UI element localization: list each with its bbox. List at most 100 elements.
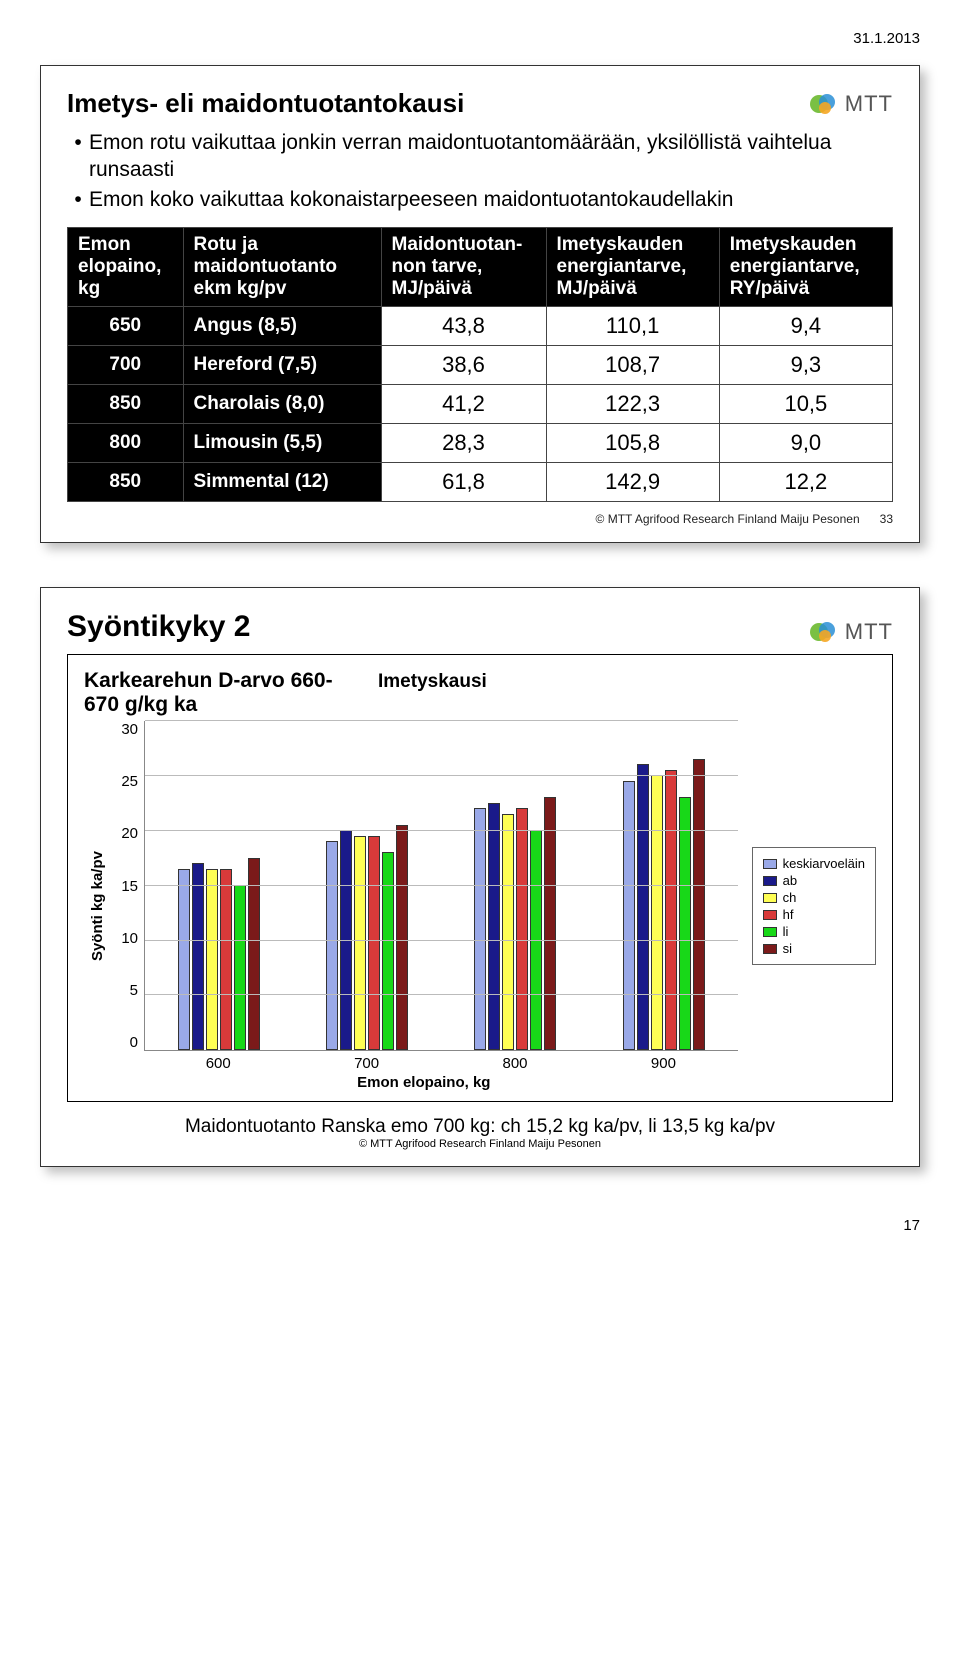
legend-swatch [763,910,777,920]
chart-grid [144,721,738,1051]
bar [396,825,408,1051]
x-tick: 900 [651,1055,676,1072]
bar [516,808,528,1050]
legend-item: keskiarvoeläin [763,856,865,871]
x-tick: 600 [206,1055,231,1072]
row-rotu: Limousin (5,5) [183,423,381,462]
row-val: 108,7 [546,345,719,384]
bar [206,869,218,1051]
row-val: 9,0 [719,423,892,462]
card2-small-copy: © MTT Agrifood Research Finland Maiju Pe… [67,1138,893,1150]
date-header: 31.1.2013 [40,30,920,47]
legend-item: hf [763,907,865,922]
gridline [145,885,738,886]
gridline [145,775,738,776]
row-val: 110,1 [546,306,719,345]
legend-swatch [763,876,777,886]
x-tick: 700 [354,1055,379,1072]
card-imetys: Imetys- eli maidontuotantokausi MTT •Emo… [40,65,920,543]
col-header: Rotu ja maidontuotanto ekm kg/pv [183,227,381,306]
row-val: 9,4 [719,306,892,345]
card1-bullets: •Emon rotu vaikuttaa jonkin verran maido… [67,129,893,213]
row-val: 142,9 [546,462,719,501]
imetys-table: Emon elopaino, kg Rotu ja maidontuotanto… [67,227,893,502]
card1-footer: © MTT Agrifood Research Finland Maiju Pe… [596,512,860,526]
row-val: 12,2 [719,462,892,501]
row-val: 122,3 [546,384,719,423]
bar-group [474,797,556,1050]
row-weight: 650 [68,306,184,345]
y-tick: 20 [110,825,138,842]
bar [248,858,260,1051]
chart-left-title: Karkearehun D-arvo 660-670 g/kg ka [84,669,344,717]
card1-title: Imetys- eli maidontuotantokausi [67,88,464,119]
legend-label: hf [783,907,794,922]
bar [488,803,500,1051]
y-tick: 0 [110,1034,138,1051]
bullet-text: Emon rotu vaikuttaa jonkin verran maidon… [89,129,893,184]
row-rotu: Angus (8,5) [183,306,381,345]
row-rotu: Simmental (12) [183,462,381,501]
legend-label: si [783,941,792,956]
card2-note: Maidontuotanto Ranska emo 700 kg: ch 15,… [67,1116,893,1138]
x-tick: 800 [503,1055,528,1072]
chart-legend: keskiarvoeläin ab ch hf li si [752,847,876,965]
bar-group [623,759,705,1051]
col-header: Imetyskauden energiantarve, RY/päivä [719,227,892,306]
mtt-logo-text: MTT [845,91,893,117]
legend-label: ch [783,890,797,905]
bar [220,869,232,1051]
gridline [145,994,738,995]
y-ticks: 30 25 20 15 10 5 0 [110,721,144,1051]
row-val: 105,8 [546,423,719,462]
row-weight: 700 [68,345,184,384]
legend-label: li [783,924,789,939]
x-axis-label: Emon elopaino, kg [110,1074,738,1091]
chart-right-title: Imetyskausi [378,671,487,693]
legend-item: ch [763,890,865,905]
bar [326,841,338,1050]
table-row: 650 Angus (8,5) 43,8 110,1 9,4 [68,306,893,345]
bar [234,885,246,1050]
legend-swatch [763,859,777,869]
bar [665,770,677,1051]
bar [502,814,514,1051]
y-tick: 15 [110,878,138,895]
bar [474,808,486,1050]
bar [693,759,705,1051]
y-tick: 30 [110,721,138,738]
y-tick: 25 [110,773,138,790]
row-weight: 800 [68,423,184,462]
mtt-logo-text: MTT [845,619,893,645]
bullet-text: Emon koko vaikuttaa kokonaistarpeeseen m… [89,186,893,213]
page-number: 17 [40,1217,920,1234]
y-tick: 10 [110,930,138,947]
row-val: 43,8 [381,306,546,345]
y-tick: 5 [110,982,138,999]
row-weight: 850 [68,462,184,501]
gridline [145,830,738,831]
bar [651,775,663,1050]
bar-group [178,858,260,1051]
mtt-logo: MTT [809,90,893,118]
col-header: Imetyskauden energiantarve, MJ/päivä [546,227,719,306]
legend-label: ab [783,873,797,888]
bar [368,836,380,1051]
mtt-logo-icon [809,618,837,646]
legend-item: si [763,941,865,956]
col-header: Emon elopaino, kg [68,227,184,306]
chart-container: Karkearehun D-arvo 660-670 g/kg ka Imety… [67,654,893,1102]
mtt-logo-icon [809,90,837,118]
legend-item: ab [763,873,865,888]
gridline [145,940,738,941]
bar-group [326,825,408,1051]
card1-footer-num: 33 [880,512,893,526]
y-axis-label: Syönti kg ka/pv [89,851,106,961]
row-val: 9,3 [719,345,892,384]
bar [192,863,204,1050]
card2-title: Syöntikyky 2 [67,610,250,644]
bar [637,764,649,1050]
bar [354,836,366,1051]
row-rotu: Hereford (7,5) [183,345,381,384]
row-val: 28,3 [381,423,546,462]
